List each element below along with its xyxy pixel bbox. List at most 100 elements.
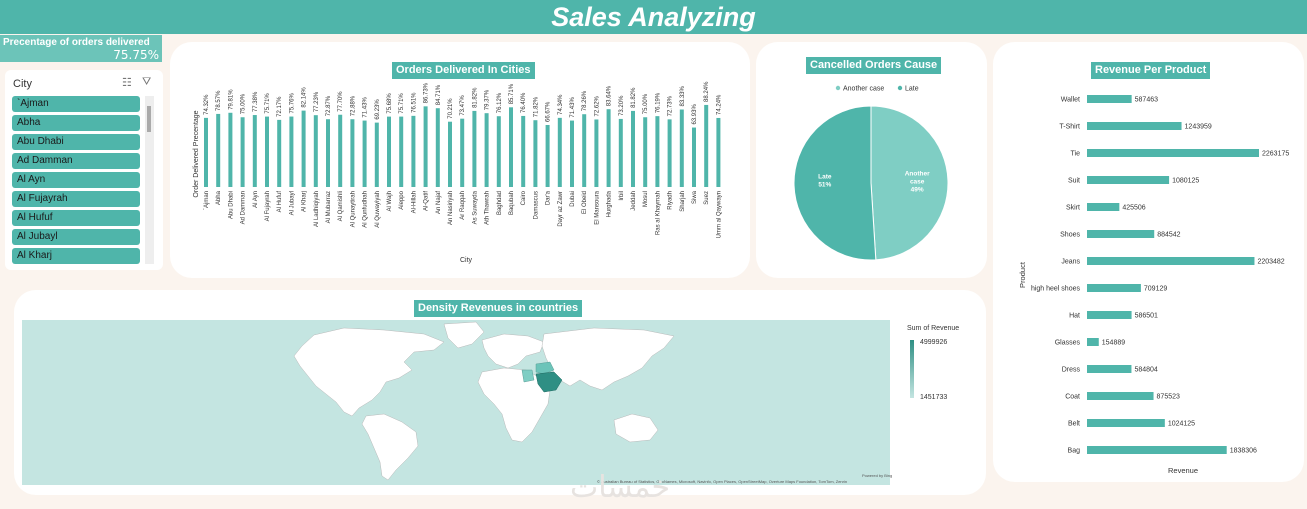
slicer-item[interactable]: Al Jubayl: [12, 229, 140, 245]
city-bar[interactable]: [301, 110, 306, 187]
city-bar[interactable]: [374, 122, 379, 187]
city-bar[interactable]: [435, 108, 440, 187]
city-tick-label: Umm al Qaywayn: [716, 191, 722, 238]
city-tick-label: Damascus: [533, 191, 539, 219]
city-bar[interactable]: [704, 104, 709, 187]
city-tick-label: Mosul: [643, 191, 649, 207]
pie-legend-marker: [835, 85, 841, 91]
city-bar[interactable]: [313, 115, 318, 187]
land-north-america: [293, 327, 445, 417]
city-bar[interactable]: [655, 116, 660, 187]
city-bar-label: 76.51%: [411, 92, 417, 113]
product-bar[interactable]: [1087, 284, 1141, 292]
slicer-scrollbar[interactable]: [145, 96, 154, 264]
city-bar[interactable]: [387, 116, 391, 187]
multi-select-icon[interactable]: ☷: [122, 77, 132, 89]
cities-chart-title: Orders Delivered In Cities: [392, 62, 535, 79]
slicer-item[interactable]: Al Kharj: [12, 248, 140, 264]
product-bar[interactable]: [1087, 446, 1227, 454]
city-bar[interactable]: [533, 120, 538, 187]
city-bar[interactable]: [594, 119, 599, 187]
city-bar[interactable]: [557, 117, 562, 187]
product-value-label: 884542: [1157, 232, 1180, 239]
city-bar[interactable]: [338, 114, 343, 187]
city-bar[interactable]: [545, 124, 550, 187]
product-bar[interactable]: [1087, 419, 1165, 427]
city-bar[interactable]: [326, 119, 330, 187]
product-bar[interactable]: [1087, 122, 1182, 130]
clear-filter-icon[interactable]: ⛛: [142, 76, 152, 88]
city-bar[interactable]: [289, 116, 294, 187]
product-value-label: 709129: [1144, 286, 1167, 293]
city-bar[interactable]: [643, 117, 648, 187]
city-bar[interactable]: [509, 107, 513, 187]
city-bar[interactable]: [692, 127, 696, 187]
slicer-item[interactable]: Al Fujayrah: [12, 191, 140, 207]
product-bar[interactable]: [1087, 230, 1155, 238]
pie-slice[interactable]: [870, 105, 949, 261]
city-bar-label: 75.76%: [289, 93, 295, 114]
product-tick-label: Belt: [1068, 421, 1080, 428]
city-bar[interactable]: [265, 116, 269, 187]
city-bar[interactable]: [631, 110, 635, 187]
city-slicer: City ☷ ⛛ `Ajman Abha Abu Dhabi Ad Damman Al …: [5, 70, 163, 270]
city-bar[interactable]: [460, 118, 465, 187]
city-bar-label: 79.81%: [228, 89, 234, 110]
revenue-map[interactable]: Sum of Revenue 4999926 1451733 Powered b…: [14, 290, 986, 495]
city-tick-label: Cairo: [521, 190, 527, 205]
product-bar[interactable]: [1087, 203, 1120, 211]
product-bar[interactable]: [1087, 338, 1099, 346]
city-bar[interactable]: [618, 118, 623, 187]
city-bar[interactable]: [448, 121, 452, 187]
city-bar[interactable]: [362, 120, 367, 187]
city-bar[interactable]: [240, 117, 245, 187]
cities-x-axis-label: City: [460, 257, 473, 264]
region-egypt[interactable]: [521, 369, 535, 383]
product-bar[interactable]: [1087, 149, 1259, 157]
scrollbar-thumb[interactable]: [147, 106, 151, 132]
city-bar[interactable]: [570, 120, 574, 187]
product-bar[interactable]: [1087, 95, 1132, 103]
slicer-item[interactable]: Al Ayn: [12, 172, 140, 188]
cancel-chart-title: Cancelled Orders Cause: [806, 57, 942, 74]
city-bar[interactable]: [252, 115, 257, 187]
city-bar[interactable]: [679, 109, 684, 187]
slicer-item[interactable]: Al Hufuf: [12, 210, 140, 226]
map-legend-gradient: [910, 340, 914, 398]
region-saudi-arabia[interactable]: [535, 371, 563, 393]
pie-slice[interactable]: [793, 105, 877, 261]
city-tick-label: Dayr az Zawr: [558, 191, 564, 227]
slicer-item[interactable]: Abha: [12, 115, 140, 131]
city-bar[interactable]: [228, 112, 233, 187]
city-bar[interactable]: [582, 114, 587, 187]
city-bar[interactable]: [521, 115, 526, 187]
city-bar-label: 75.71%: [265, 93, 271, 114]
city-bar-label: 72.17%: [277, 96, 283, 117]
city-bar[interactable]: [277, 119, 282, 187]
city-bar[interactable]: [423, 106, 428, 187]
city-bar[interactable]: [399, 116, 404, 187]
product-bar[interactable]: [1087, 365, 1132, 373]
city-bar[interactable]: [716, 117, 721, 187]
city-bar-label: 72.62%: [594, 95, 600, 116]
slicer-item[interactable]: Abu Dhabi: [12, 134, 140, 150]
slicer-item[interactable]: Ad Damman: [12, 153, 140, 169]
product-bar[interactable]: [1087, 257, 1255, 265]
region-syria-iraq[interactable]: [535, 361, 555, 375]
slicer-item[interactable]: `Ajman: [12, 96, 140, 112]
pie-slice-name: Another: [905, 171, 930, 178]
city-bar[interactable]: [667, 119, 672, 187]
product-bar[interactable]: [1087, 392, 1154, 400]
city-bar[interactable]: [350, 119, 355, 187]
city-bar[interactable]: [484, 113, 489, 187]
city-bar[interactable]: [216, 113, 221, 187]
product-value-label: 1838306: [1230, 448, 1257, 455]
product-bar[interactable]: [1087, 176, 1170, 184]
city-bar[interactable]: [204, 117, 208, 187]
city-bar-label: 83.33%: [680, 85, 686, 106]
city-bar[interactable]: [411, 115, 416, 187]
product-bar[interactable]: [1087, 311, 1132, 319]
city-bar[interactable]: [606, 109, 611, 187]
city-bar[interactable]: [496, 116, 501, 187]
city-bar[interactable]: [472, 110, 477, 187]
